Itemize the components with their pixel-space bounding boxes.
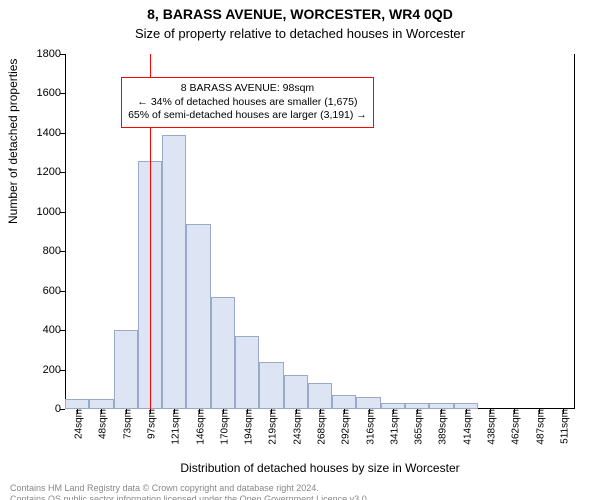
- axis-y-left: [65, 54, 66, 409]
- histogram-bar: [259, 362, 283, 409]
- annotation-line-3: 65% of semi-detached houses are larger (…: [128, 109, 367, 123]
- page-title: 8, BARASS AVENUE, WORCESTER, WR4 0QD: [0, 6, 600, 24]
- xtick-label: 438sqm: [483, 409, 498, 445]
- ytick-mark: [60, 93, 65, 94]
- histogram-bar: [235, 336, 259, 409]
- annotation-line-1: 8 BARASS AVENUE: 98sqm: [128, 82, 367, 96]
- annotation-box: 8 BARASS AVENUE: 98sqm← 34% of detached …: [121, 77, 374, 128]
- xtick-label: 194sqm: [240, 409, 255, 445]
- xtick-label: 365sqm: [410, 409, 425, 445]
- xtick-label: 243sqm: [288, 409, 303, 445]
- xtick-label: 341sqm: [385, 409, 400, 445]
- histogram-bar: [284, 375, 308, 409]
- footer-line-2: Contains OS public sector information li…: [10, 494, 369, 500]
- xtick-label: 268sqm: [313, 409, 328, 445]
- ytick-mark: [60, 291, 65, 292]
- xtick-label: 389sqm: [434, 409, 449, 445]
- histogram-bar: [211, 297, 235, 409]
- histogram-bar: [65, 399, 89, 409]
- page-subtitle: Size of property relative to detached ho…: [0, 26, 600, 41]
- footer: Contains HM Land Registry data © Crown c…: [10, 483, 590, 500]
- xtick-label: 97sqm: [143, 409, 158, 439]
- ytick-mark: [60, 330, 65, 331]
- annotation-line-2: ← 34% of detached houses are smaller (1,…: [128, 96, 367, 110]
- histogram-bar: [162, 135, 186, 409]
- xtick-label: 48sqm: [94, 409, 109, 439]
- xtick-label: 219sqm: [264, 409, 279, 445]
- xtick-label: 292sqm: [337, 409, 352, 445]
- xtick-label: 24sqm: [70, 409, 85, 439]
- xtick-label: 73sqm: [118, 409, 133, 439]
- ytick-mark: [60, 212, 65, 213]
- ytick-mark: [60, 409, 65, 410]
- ytick-mark: [60, 370, 65, 371]
- footer-line-1: Contains HM Land Registry data © Crown c…: [10, 483, 319, 493]
- y-axis-label: Number of detached properties: [6, 59, 20, 224]
- xtick-label: 414sqm: [458, 409, 473, 445]
- histogram-bar: [114, 330, 138, 409]
- ytick-mark: [60, 172, 65, 173]
- histogram-bar: [332, 395, 356, 409]
- ytick-mark: [60, 133, 65, 134]
- xtick-label: 511sqm: [555, 409, 570, 444]
- xtick-label: 487sqm: [531, 409, 546, 445]
- axis-y-right: [574, 54, 575, 409]
- xtick-label: 121sqm: [167, 409, 182, 445]
- xtick-label: 316sqm: [361, 409, 376, 445]
- histogram-bar: [89, 399, 113, 409]
- x-axis-label: Distribution of detached houses by size …: [65, 461, 575, 475]
- xtick-label: 170sqm: [215, 409, 230, 445]
- ytick-mark: [60, 251, 65, 252]
- histogram-bar: [186, 224, 210, 409]
- xtick-label: 462sqm: [507, 409, 522, 445]
- histogram-bar: [308, 383, 332, 409]
- plot-area: 02004006008001000120014001600180024sqm48…: [65, 54, 575, 409]
- histogram-bar: [356, 397, 380, 409]
- chart: 02004006008001000120014001600180024sqm48…: [65, 54, 575, 409]
- xtick-label: 146sqm: [191, 409, 206, 445]
- ytick-mark: [60, 54, 65, 55]
